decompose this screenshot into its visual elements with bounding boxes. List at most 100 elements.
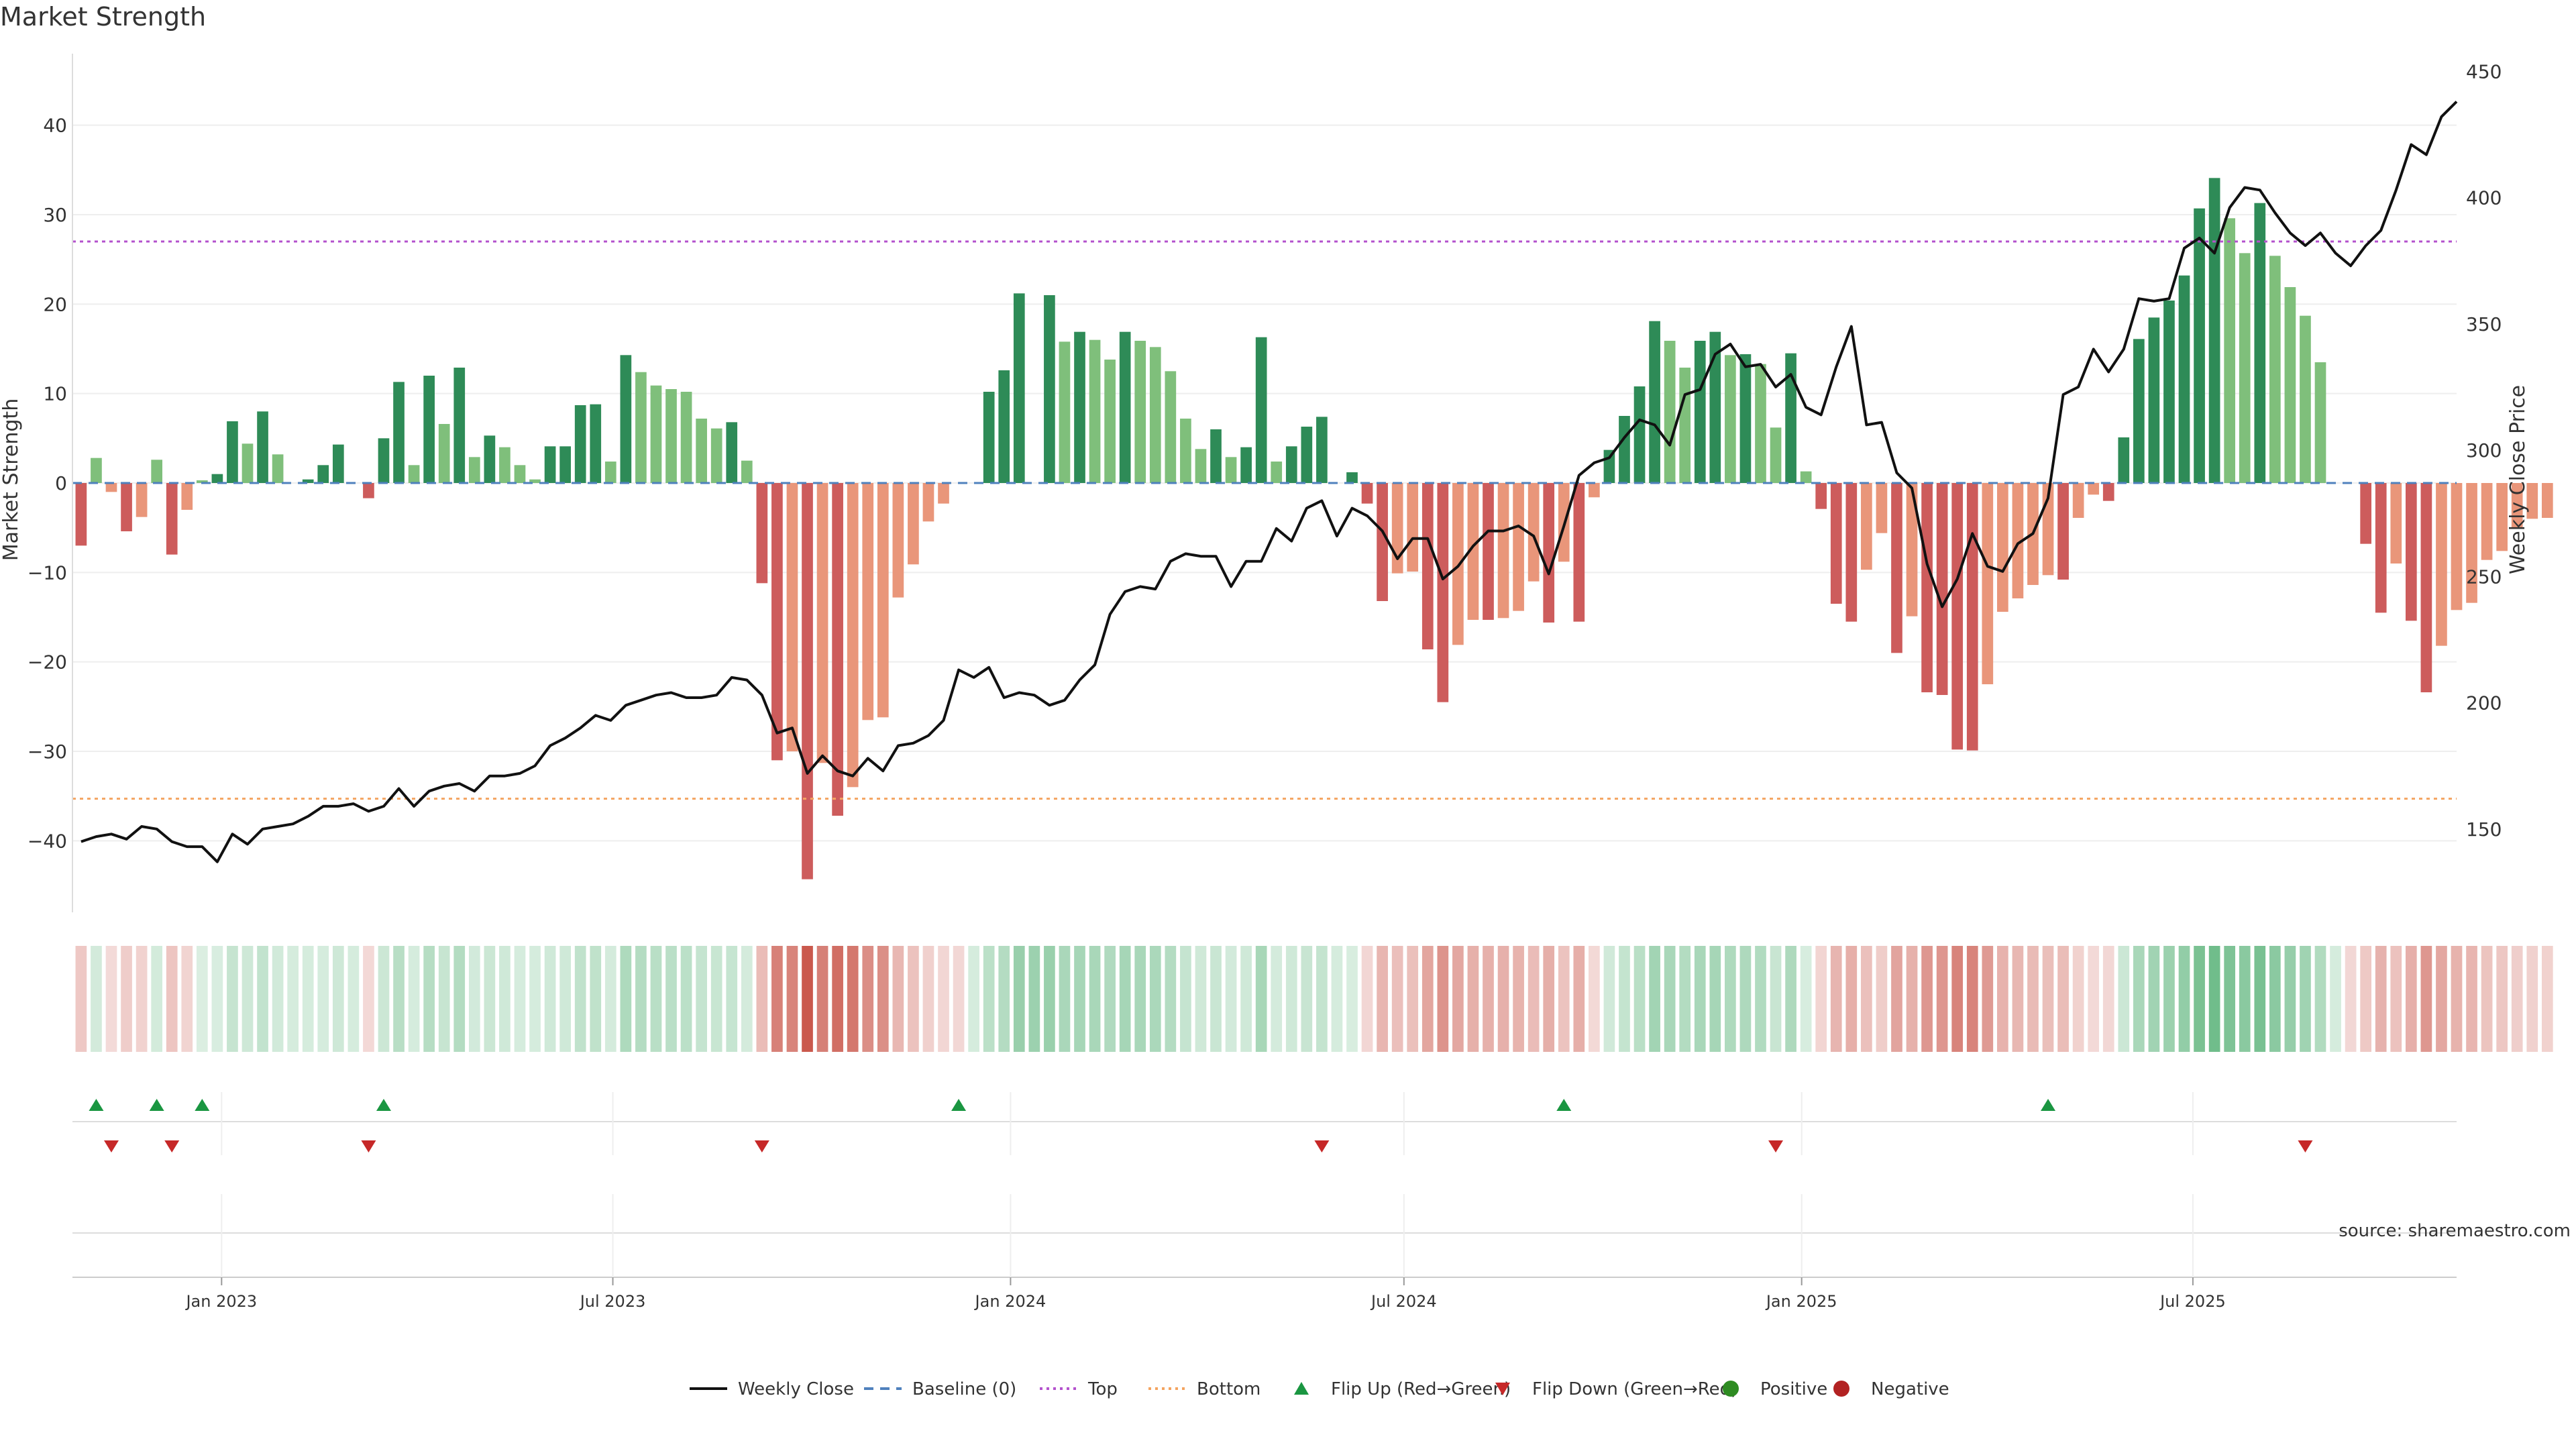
heat-cell [559, 946, 571, 1052]
strength-bar [2541, 483, 2553, 518]
strength-bar [696, 419, 707, 483]
heat-cell [227, 946, 238, 1052]
strength-bar [514, 465, 526, 483]
heat-cell [166, 946, 178, 1052]
y-tick-label: −40 [28, 830, 67, 852]
heat-cell [2284, 946, 2296, 1052]
heat-cell [2541, 946, 2553, 1052]
strength-bar [1165, 371, 1177, 483]
heat-cell [1255, 946, 1267, 1052]
legend-item: Weekly Close [690, 1379, 854, 1399]
heat-cell [2072, 946, 2084, 1052]
heat-cell [1331, 946, 1343, 1052]
strength-bar [1467, 483, 1479, 620]
strength-bar [2163, 301, 2175, 483]
heat-cell [1891, 946, 1902, 1052]
heat-cell [1028, 946, 1040, 1052]
strength-bar [1134, 341, 1146, 483]
strength-bar [574, 405, 586, 483]
strength-bar [1210, 429, 1222, 483]
weekly-close-polyline [80, 101, 2458, 863]
heat-cell [983, 946, 995, 1052]
heat-cell [771, 946, 783, 1052]
strength-bar [2436, 483, 2447, 646]
strength-bars [75, 178, 2553, 879]
y-tick-label: 0 [55, 472, 67, 494]
heat-cell [1240, 946, 1252, 1052]
y-axis-label: Market Strength [0, 398, 23, 561]
strength-bar [1966, 483, 1978, 751]
heat-cell [2330, 946, 2341, 1052]
strength-bar [1044, 295, 1055, 483]
strength-bar [1830, 483, 1842, 604]
heat-cell [1815, 946, 1827, 1052]
heat-cell [1180, 946, 1191, 1052]
strength-bar [938, 483, 949, 504]
strength-bar [922, 483, 934, 522]
legend-swatch [1723, 1381, 1739, 1397]
strength-bar [363, 483, 374, 498]
heat-cell [862, 946, 874, 1052]
strength-bar [1391, 483, 1403, 574]
strength-bar [892, 483, 904, 598]
strength-bar [1906, 483, 1918, 616]
heat-cell [1059, 946, 1071, 1052]
strength-bar [1452, 483, 1464, 645]
strength-bar [1195, 449, 1207, 483]
x-tick-label: Jul 2025 [2159, 1292, 2226, 1311]
strength-bar [1513, 483, 1524, 611]
heat-cell [2057, 946, 2069, 1052]
heat-cell [1119, 946, 1131, 1052]
flip-down-marker [754, 1140, 769, 1152]
strength-bar [1180, 419, 1191, 483]
heat-cell [1739, 946, 1752, 1052]
legend-swatch [1495, 1383, 1510, 1395]
strength-bar [1936, 483, 1948, 695]
strength-bar [272, 454, 284, 483]
strength-bar [1845, 483, 1858, 622]
heat-cell [1982, 946, 1994, 1052]
heat-cell [1377, 946, 1388, 1052]
heat-cell [590, 946, 602, 1052]
reference-levels [72, 240, 2457, 800]
strength-bar [499, 447, 511, 483]
legend-label: Positive [1760, 1379, 1827, 1399]
strength-bar [317, 465, 329, 483]
strength-bar [1861, 483, 1872, 570]
heat-cell [378, 946, 390, 1052]
strength-bar [2072, 483, 2084, 518]
heat-cell [2314, 946, 2326, 1052]
strength-bar [1709, 331, 1721, 483]
flip-down-marker [103, 1140, 119, 1152]
heat-cell [1316, 946, 1328, 1052]
strength-bar [1421, 483, 1434, 649]
x-tick-label: Jul 2024 [1370, 1292, 1437, 1311]
strength-bar [862, 483, 874, 720]
y2-tick-label: 450 [2466, 60, 2502, 83]
strength-bar [680, 392, 692, 483]
heat-cell [1633, 946, 1646, 1052]
heat-cell [726, 946, 738, 1052]
heat-cell [802, 946, 813, 1052]
strength-bar [257, 411, 268, 483]
legend-item: Negative [1833, 1379, 1949, 1399]
strength-bar [2208, 178, 2220, 483]
heat-cell [317, 946, 329, 1052]
heat-cell [1483, 946, 1494, 1052]
heat-cell [1725, 946, 1736, 1052]
strength-bar [983, 392, 995, 483]
heat-cell [1558, 946, 1570, 1052]
heat-cell [922, 946, 934, 1052]
strength-bar [1573, 483, 1585, 622]
strength-bar [453, 368, 466, 483]
heat-cell [1664, 946, 1676, 1052]
strength-bar [1603, 449, 1615, 483]
heat-cell [1861, 946, 1872, 1052]
heat-cell [908, 946, 919, 1052]
strength-bar [1770, 427, 1782, 483]
strength-bar [2360, 483, 2372, 544]
flip-up-marker [2041, 1099, 2056, 1111]
heat-cell [710, 946, 722, 1052]
heat-cell [1421, 946, 1434, 1052]
